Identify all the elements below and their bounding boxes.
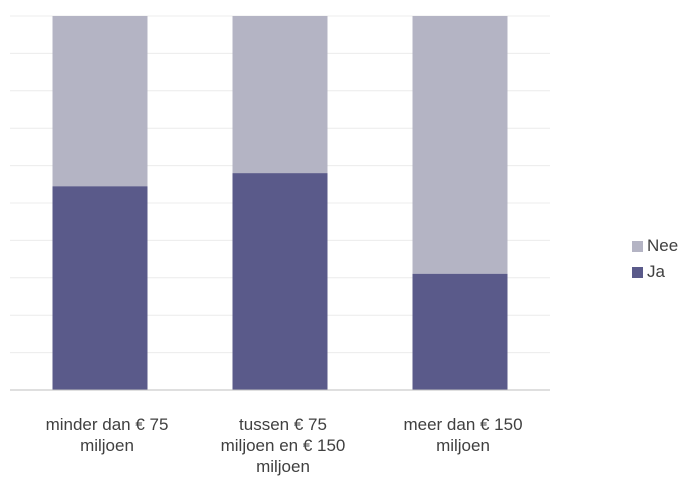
category-label-1-line-0: tussen € 75 — [239, 415, 327, 434]
category-label-2-line-1: miljoen — [436, 436, 490, 455]
bar-ja-1 — [232, 173, 328, 390]
bar-ja-2 — [412, 273, 508, 390]
category-label-0-line-1: miljoen — [80, 436, 134, 455]
legend-swatch-ja — [632, 266, 643, 278]
category-label-1-line-2: miljoen — [256, 457, 310, 476]
bar-nee-1 — [232, 16, 328, 174]
bars — [52, 16, 508, 390]
category-label-2: meer dan € 150 miljoen — [368, 414, 558, 456]
category-label-0-line-0: minder dan € 75 — [45, 415, 169, 434]
category-label-0: minder dan € 75 miljoen — [12, 414, 202, 456]
legend-item-nee: Nee — [632, 233, 678, 259]
legend-swatch-nee — [632, 240, 643, 252]
legend-item-ja: Ja — [632, 259, 678, 285]
category-label-2-line-0: meer dan € 150 — [403, 415, 523, 434]
legend-label-nee: Nee — [647, 236, 679, 255]
legend-label-ja: Ja — [647, 262, 665, 281]
category-label-1-line-1: miljoen en € 150 — [220, 436, 346, 455]
bar-ja-0 — [52, 186, 148, 390]
legend: Nee Ja — [632, 233, 678, 285]
category-label-1: tussen € 75 miljoen en € 150 miljoen — [188, 414, 378, 477]
bar-nee-2 — [412, 16, 508, 274]
bar-nee-0 — [52, 16, 148, 187]
